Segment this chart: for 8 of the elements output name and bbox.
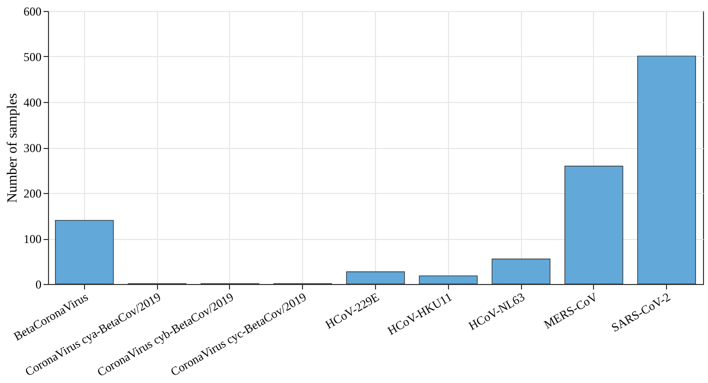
y-tick-label: 500 (24, 50, 42, 64)
y-tick-label: 100 (24, 232, 42, 246)
y-tick-label: 0 (36, 278, 42, 292)
y-tick-label: 200 (24, 186, 42, 200)
y-tick-label: 300 (24, 141, 42, 155)
y-axis-title: Number of samples (6, 93, 20, 203)
y-tick-label: 600 (24, 4, 42, 18)
y-tick-label: 400 (24, 96, 42, 110)
